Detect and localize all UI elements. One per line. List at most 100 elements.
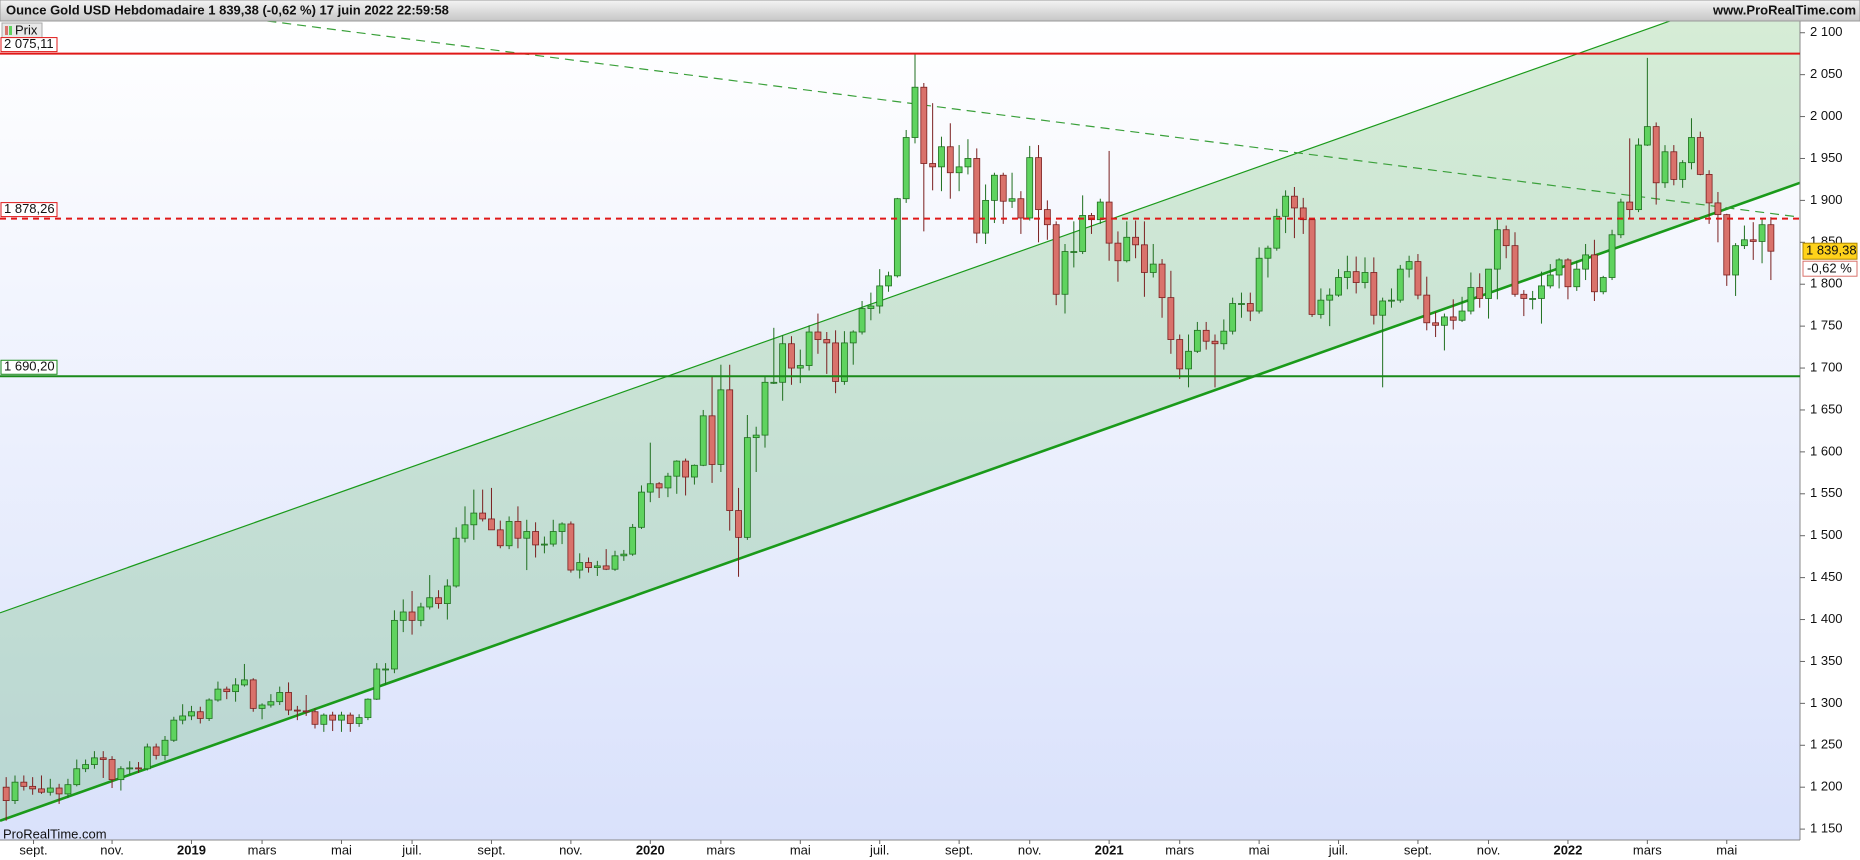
legend-label: Prix	[15, 22, 38, 37]
y-axis-background	[1800, 21, 1860, 860]
candle-body	[1441, 316, 1448, 326]
y-tick-label: 1 550	[1810, 485, 1843, 500]
candle-body	[1343, 271, 1351, 278]
candle-body	[1555, 259, 1563, 276]
candle-body	[902, 137, 910, 200]
candle-body	[1396, 268, 1404, 301]
candle-body	[1317, 299, 1325, 315]
candle-body	[223, 688, 231, 693]
channel-fill	[0, 21, 1800, 821]
x-tick-label: sept.	[477, 842, 505, 857]
candle-body	[1670, 151, 1678, 180]
candle-body	[1114, 242, 1122, 262]
candle-body	[929, 163, 937, 168]
candle-body	[417, 606, 425, 621]
y-tick-label: 1 450	[1810, 569, 1843, 584]
candle-body	[170, 719, 178, 741]
candle-body	[1246, 303, 1254, 312]
header-title: Ounce Gold USD Hebdomadaire 1 839,38 (-0…	[6, 2, 449, 17]
candle-body	[682, 460, 689, 478]
level-label: 2 075,11	[4, 36, 54, 51]
candle-body	[241, 679, 248, 686]
x-tick-label: sept.	[19, 842, 47, 857]
candle-body	[2, 786, 10, 802]
candle-body	[64, 784, 72, 795]
candle-body	[973, 158, 981, 234]
x-tick-label: mai	[1249, 842, 1270, 857]
candle-body	[1132, 236, 1139, 246]
candle-body	[408, 611, 416, 621]
candle-body	[541, 543, 548, 546]
y-tick-label: 1 800	[1810, 276, 1843, 291]
candle-body	[179, 715, 187, 721]
candle-body	[1211, 340, 1219, 345]
candle-body	[1476, 287, 1484, 299]
candle-body	[1432, 322, 1439, 326]
candle-body	[858, 308, 866, 333]
candle-body	[602, 565, 610, 570]
candle-body	[796, 365, 804, 369]
candle-body	[99, 757, 107, 760]
candle-body	[214, 688, 222, 701]
candle-body	[638, 491, 645, 528]
candle-body	[505, 521, 513, 547]
x-tick-label: 2022	[1553, 842, 1582, 857]
candle-body	[1141, 244, 1148, 273]
candle-body	[849, 331, 857, 344]
candle-body	[1079, 215, 1087, 252]
channel-upper-line	[0, 21, 1672, 614]
candle-body	[1255, 257, 1263, 312]
candle-body	[1599, 277, 1607, 293]
candle-body	[999, 174, 1007, 202]
x-tick-label: sept.	[945, 842, 973, 857]
candle-body	[188, 711, 195, 717]
candle-body	[152, 746, 160, 756]
legend-icon	[9, 26, 12, 35]
candle-body	[761, 381, 769, 436]
candle-body	[629, 526, 637, 555]
y-tick-label: 1 200	[1810, 779, 1843, 794]
candle-body	[1308, 219, 1316, 315]
candle-body	[982, 199, 989, 234]
candle-body	[1291, 195, 1298, 209]
candle-body	[1688, 137, 1695, 164]
x-tick-label: mars	[1165, 842, 1194, 857]
legend-icon	[5, 26, 8, 35]
candle-body	[1043, 209, 1051, 226]
candle-body	[443, 585, 451, 605]
candle-body	[1220, 330, 1228, 345]
candle-body	[1176, 339, 1184, 370]
candle-body	[1643, 126, 1651, 146]
level-label-box	[0, 37, 58, 53]
change-box	[1802, 260, 1858, 277]
x-tick-label: mai	[331, 842, 352, 857]
candle-body	[893, 198, 901, 277]
candle-body	[1458, 310, 1466, 321]
x-tick-label: 2021	[1095, 842, 1124, 857]
candle-body	[1582, 254, 1589, 270]
y-tick-label: 1 300	[1810, 695, 1843, 710]
x-tick-label: mars	[1633, 842, 1662, 857]
candle-body	[73, 768, 81, 786]
candle-body	[735, 510, 742, 538]
candle-body	[20, 781, 28, 787]
x-tick-label: nov.	[1477, 842, 1501, 857]
candle-body	[1096, 201, 1104, 221]
candle-body	[655, 483, 663, 489]
candle-body	[1758, 224, 1766, 242]
candle-body	[1529, 298, 1537, 300]
candle-body	[82, 764, 89, 770]
candle-body	[646, 483, 654, 493]
candle-body	[1158, 263, 1166, 299]
candle-body	[196, 711, 204, 719]
x-tick-label: mai	[1716, 842, 1737, 857]
candle-body	[320, 714, 328, 725]
candle-body	[1070, 251, 1078, 253]
candle-body	[1370, 272, 1378, 316]
watermark: ProRealTime.com	[3, 826, 107, 841]
level-label: 1 690,20	[4, 359, 55, 374]
plot-background	[0, 21, 1800, 840]
candle-body	[911, 86, 919, 138]
candle-body	[1502, 229, 1510, 247]
